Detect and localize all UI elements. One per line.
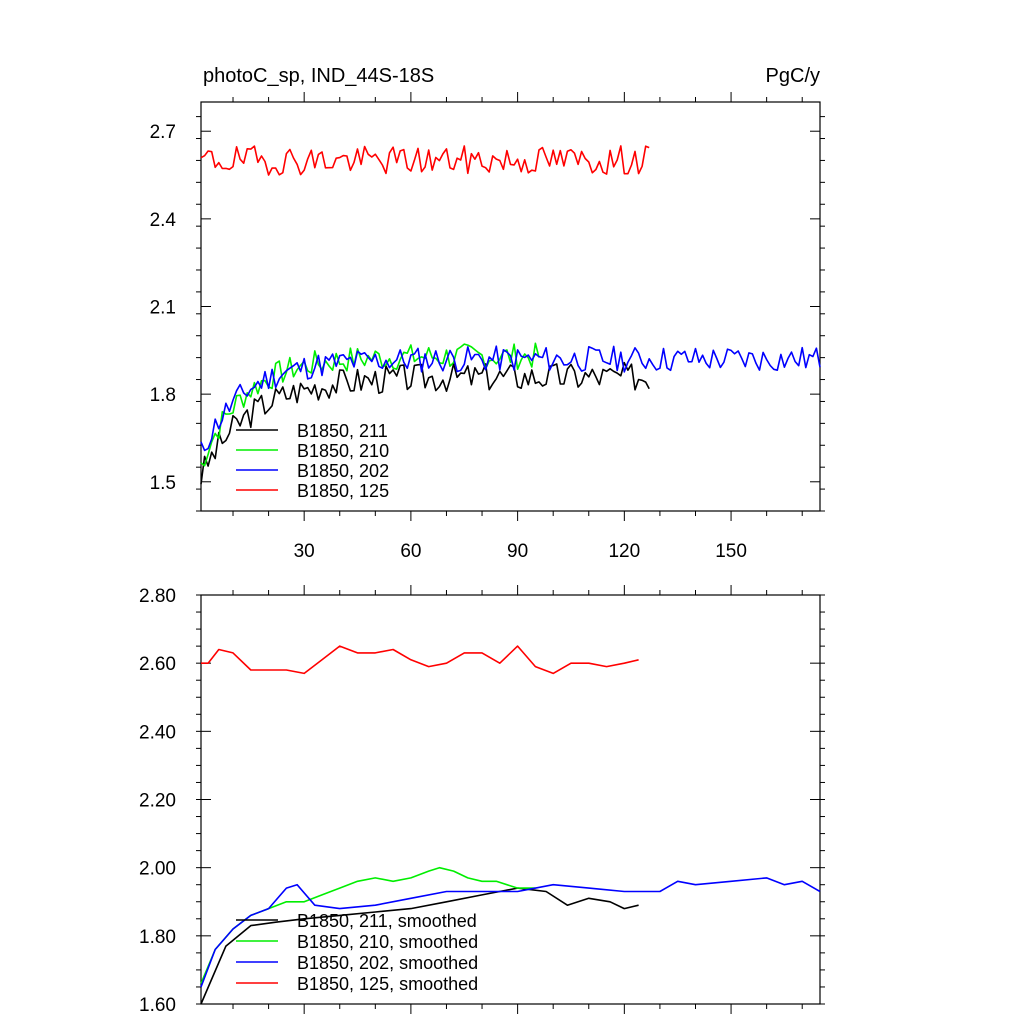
y-tick-label: 1.80 [139,927,176,948]
bottom-series-group [200,645,821,1005]
series-line [200,342,540,467]
top-axis-ticks: 1.5 1.8 2.1 2.4 2.7 30 60 90 120 150 [150,92,825,562]
x-tick-label: 150 [715,541,747,562]
series-line [200,145,650,176]
y-tick-label: 2.7 [150,122,176,143]
y-tick-label: 2.40 [139,722,176,743]
series-line [200,361,650,485]
y-tick-label: 1.8 [150,385,176,406]
y-tick-label: 2.1 [150,298,176,319]
legend-label: B1850, 125, smoothed [297,974,478,994]
series-line [200,887,639,1005]
top-series-group [200,145,821,485]
legend-label: B1850, 210, smoothed [297,932,478,952]
y-tick-label: 1.60 [139,995,176,1016]
y-tick-label: 2.20 [139,791,176,812]
bottom-panel: 1.60 1.80 2.00 2.20 2.40 2.60 2.80 B1850, 211,… [139,585,825,1016]
top-panel: photoC_sp, IND_44S-18S PgC/y 1.5 1.8 2.1 2.… [150,65,825,562]
legend-label: B1850, 211, smoothed [297,911,477,931]
y-tick-label: 2.4 [150,210,177,231]
bottom-plot-frame [200,594,821,1005]
legend-label: B1850, 211 [297,421,388,441]
series-line [201,645,639,675]
legend-label: B1850, 210 [297,441,389,461]
x-tick-label: 120 [608,541,640,562]
y-tick-label: 2.80 [139,586,176,607]
series-line [200,345,821,452]
x-tick-label: 60 [400,541,421,562]
y-tick-label: 2.00 [139,859,176,880]
y-tick-label: 1.5 [150,473,176,494]
x-tick-label: 30 [294,541,315,562]
x-tick-label: 90 [507,541,528,562]
bottom-axis-ticks: 1.60 1.80 2.00 2.20 2.40 2.60 2.80 [139,585,825,1016]
series-line [200,877,821,988]
chart-title: photoC_sp, IND_44S-18S [203,65,434,87]
legend-label: B1850, 202 [297,461,389,481]
y-tick-label: 2.60 [139,654,176,675]
units-label: PgC/y [766,65,820,87]
legend-label: B1850, 125 [297,481,389,501]
legend-label: B1850, 202, smoothed [297,953,478,973]
